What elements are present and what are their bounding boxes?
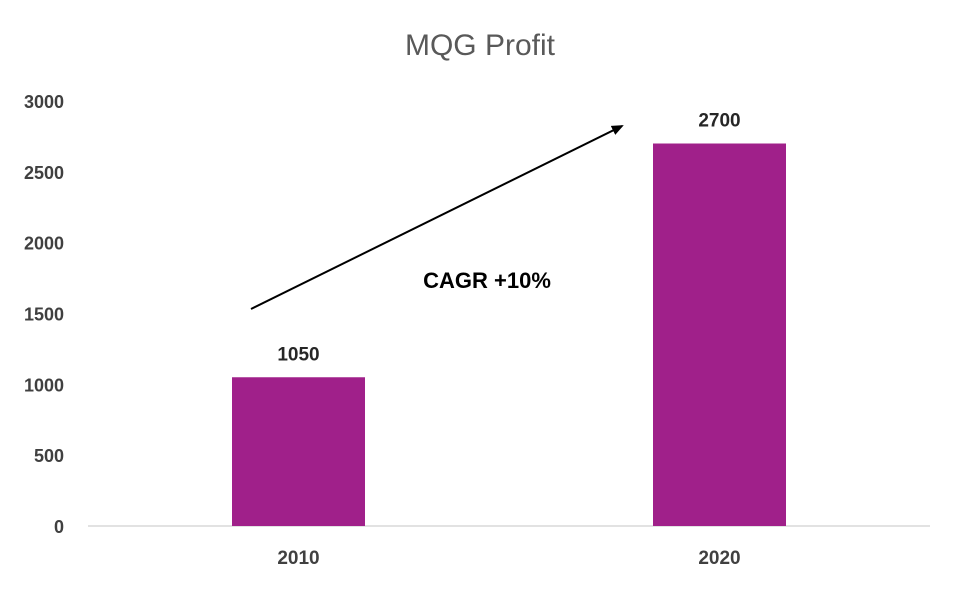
y-tick-label: 1000	[24, 375, 64, 395]
data-label-2010: 1050	[277, 344, 319, 365]
y-tick-label: 2000	[24, 234, 64, 254]
cagr-arrow	[250, 125, 624, 310]
data-label-2020: 2700	[698, 111, 740, 132]
x-tick-label: 2010	[277, 548, 319, 569]
x-axis: 2010 2020	[277, 548, 740, 569]
y-tick-label: 3000	[24, 92, 64, 112]
y-axis: 0 500 1000 1500 2000 2500 3000	[24, 92, 64, 537]
chart-title: MQG Profit	[405, 29, 556, 62]
x-tick-label: 2020	[698, 548, 740, 569]
y-tick-label: 500	[34, 446, 64, 466]
bar-2010	[232, 377, 365, 526]
y-tick-label: 0	[54, 517, 64, 537]
y-tick-label: 2500	[24, 163, 64, 183]
cagr-annotation: CAGR +10%	[423, 268, 551, 293]
y-tick-label: 1500	[24, 305, 64, 325]
bars-group: 1050 2700	[232, 111, 786, 526]
bar-2020	[653, 143, 786, 526]
